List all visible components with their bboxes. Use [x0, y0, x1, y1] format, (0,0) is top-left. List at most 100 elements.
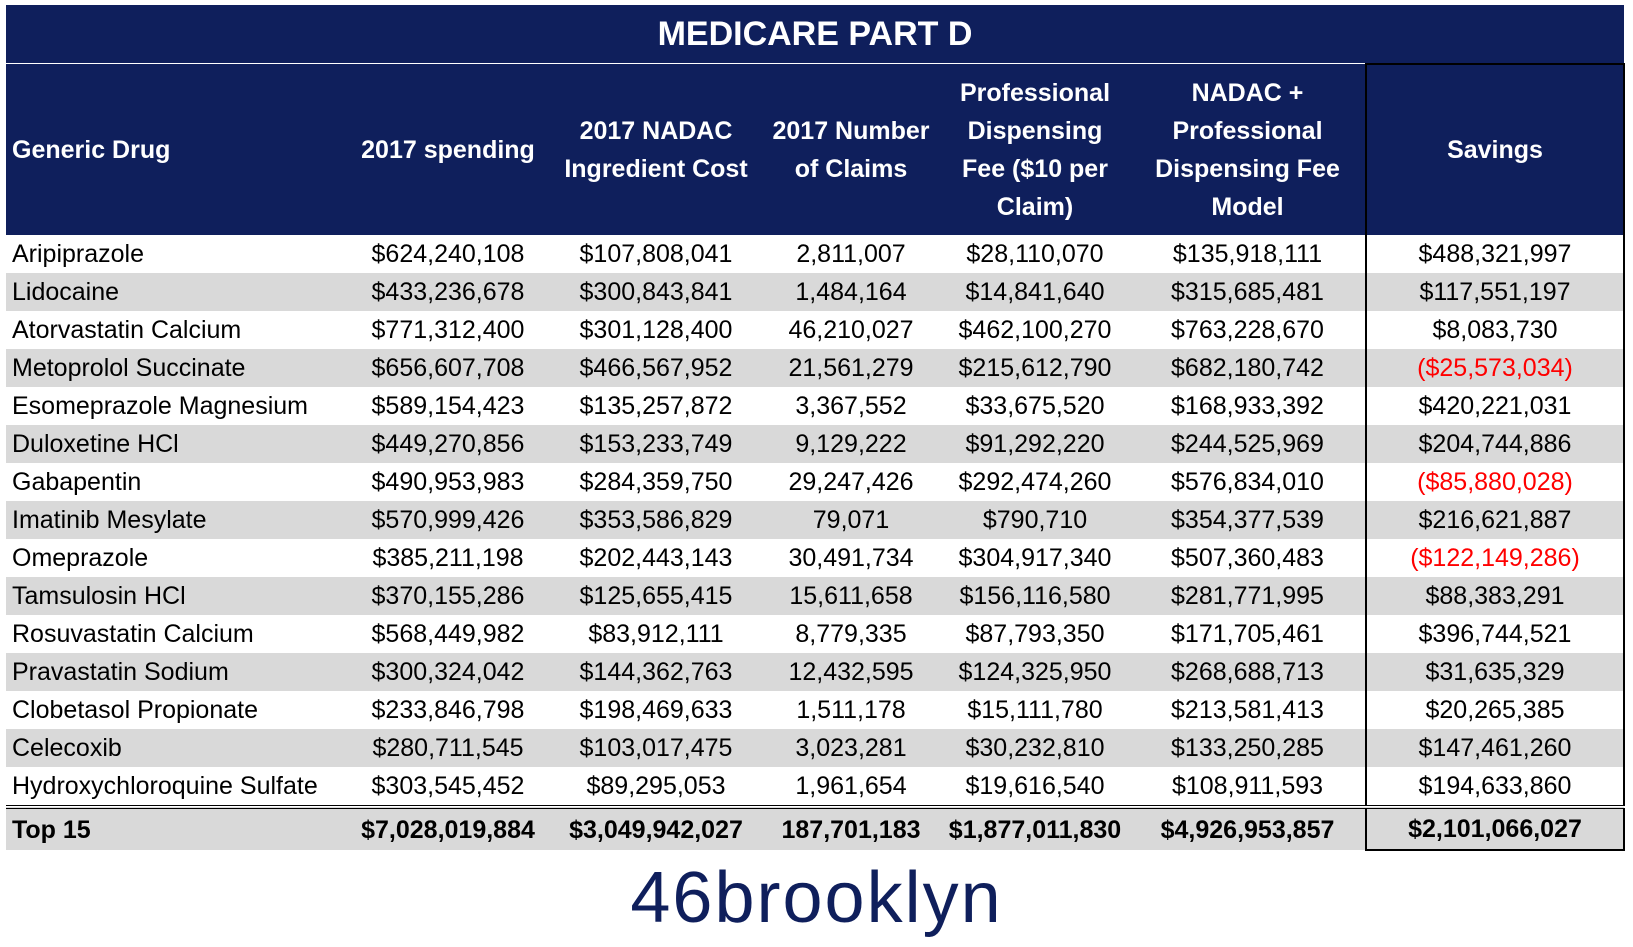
cell-spending: $570,999,426 — [346, 501, 550, 539]
cell-savings: $117,551,197 — [1365, 273, 1625, 311]
cell-claims: 46,210,027 — [788, 316, 914, 344]
cell-fee: $304,917,340 — [958, 544, 1112, 572]
cell-drug: Celecoxib — [6, 729, 346, 767]
cell-claims: 9,129,222 — [762, 425, 940, 463]
cell-claims: 79,071 — [762, 501, 940, 539]
cell-fee: $462,100,270 — [958, 316, 1112, 344]
cell-nadac: $144,362,763 — [550, 653, 762, 691]
header-nadac-ingredient-cost: 2017 NADAC Ingredient Cost — [550, 64, 762, 235]
cell-spending: $449,270,856 — [346, 425, 550, 463]
cell-drug: Atorvastatin Calcium — [12, 316, 242, 344]
cell-claims: 15,611,658 — [762, 577, 940, 615]
cell-model: $135,918,111 — [1172, 240, 1323, 268]
medicare-table-sheet: MEDICARE PART D Generic Drug 2017 spendi… — [6, 5, 1625, 851]
cell-claims: 1,961,654 — [795, 772, 907, 800]
cell-fee: $33,675,520 — [965, 392, 1105, 420]
table-row: Rosuvastatin Calcium $568,449,982 $83,912,… — [6, 615, 1625, 653]
table-row: Hydroxychloroquine Sulfate $303,545,452 $8… — [6, 767, 1625, 807]
cell-model: $354,377,539 — [1130, 501, 1366, 539]
cell-drug: Lidocaine — [6, 273, 346, 311]
cell-model: $682,180,742 — [1130, 349, 1366, 387]
cell-fee: $28,110,070 — [966, 240, 1104, 268]
cell-model: $168,933,392 — [1171, 392, 1324, 420]
cell-drug: Rosuvastatin Calcium — [12, 620, 254, 648]
cell-spending: $303,545,452 — [371, 772, 525, 800]
header-number-of-claims: 2017 Number of Claims — [762, 64, 940, 235]
table-row: Imatinib Mesylate $570,999,426 $353,586,82… — [6, 501, 1625, 539]
cell-model: $171,705,461 — [1171, 620, 1324, 648]
cell-nadac: $103,017,475 — [550, 729, 762, 767]
header-dispensing-fee: Professional Dispensing Fee ($10 per Cla… — [940, 64, 1130, 235]
cell-nadac: $353,586,829 — [550, 501, 762, 539]
total-cell-savings: $2,101,066,027 — [1365, 805, 1625, 851]
table-row: Clobetasol Propionate $233,846,798 $198,46… — [6, 691, 1625, 729]
cell-claims: 1,511,178 — [796, 696, 906, 724]
cell-nadac: $301,128,400 — [579, 316, 733, 344]
cell-spending: $490,953,983 — [371, 468, 525, 496]
table-row: Celecoxib $280,711,545 $103,017,475 3,023,2… — [6, 729, 1625, 767]
cell-savings: $31,635,329 — [1365, 653, 1625, 691]
cell-claims: 8,779,335 — [795, 620, 907, 648]
cell-savings: $194,633,860 — [1365, 767, 1625, 807]
table-row: Pravastatin Sodium $300,324,042 $144,362,7… — [6, 653, 1625, 691]
cell-fee: $124,325,950 — [940, 653, 1130, 691]
cell-spending: $656,607,708 — [346, 349, 550, 387]
cell-nadac: $89,295,053 — [586, 772, 726, 800]
cell-claims: 12,432,595 — [762, 653, 940, 691]
total-cell-model: $4,926,953,857 — [1130, 805, 1366, 850]
cell-claims: 3,023,281 — [762, 729, 940, 767]
cell-nadac: $284,359,750 — [579, 468, 733, 496]
cell-spending: $300,324,042 — [346, 653, 550, 691]
cell-spending: $568,449,982 — [371, 620, 525, 648]
cell-drug: Imatinib Mesylate — [6, 501, 346, 539]
cell-savings: $396,744,521 — [1365, 615, 1625, 653]
cell-model: $108,911,593 — [1171, 772, 1324, 800]
cell-savings: ($122,149,286) — [1365, 539, 1625, 577]
cell-spending: $771,312,400 — [371, 316, 525, 344]
cell-savings: $20,265,385 — [1365, 691, 1625, 729]
cell-savings: $216,621,887 — [1365, 501, 1625, 539]
cell-nadac: $83,912,111 — [588, 620, 724, 648]
cell-model: $507,360,483 — [1171, 544, 1324, 572]
cell-fee: $30,232,810 — [940, 729, 1130, 767]
table-title: MEDICARE PART D — [6, 5, 1624, 63]
cell-drug: Hydroxychloroquine Sulfate — [12, 772, 318, 800]
cell-drug: Clobetasol Propionate — [12, 696, 258, 724]
total-cell-fee: $1,877,011,830 — [940, 805, 1130, 850]
cell-spending: $370,155,286 — [346, 577, 550, 615]
cell-spending: $589,154,423 — [371, 392, 525, 420]
cell-model: $281,771,995 — [1130, 577, 1366, 615]
cell-claims: 2,811,007 — [796, 240, 906, 268]
cell-spending: $233,846,798 — [371, 696, 525, 724]
header-generic-drug: Generic Drug — [6, 64, 346, 235]
cell-spending: $624,240,108 — [371, 240, 525, 268]
cell-drug: Aripiprazole — [12, 240, 145, 268]
cell-model: $213,581,413 — [1171, 696, 1324, 724]
cell-model: $763,228,670 — [1171, 316, 1324, 344]
cell-nadac: $300,843,841 — [550, 273, 762, 311]
table-row: Esomeprazole Magnesium $589,154,423 $135,2… — [6, 387, 1625, 425]
cell-fee: $215,612,790 — [940, 349, 1130, 387]
cell-fee: $156,116,580 — [940, 577, 1130, 615]
table-row: Gabapentin $490,953,983 $284,359,750 29,247… — [6, 463, 1625, 501]
header-nadac-fee-model: NADAC + Professional Dispensing Fee Mode… — [1130, 64, 1366, 235]
cell-savings: ($25,573,034) — [1365, 349, 1625, 387]
total-cell-drug: Top 15 — [6, 805, 346, 850]
total-row: Top 15 $7,028,019,884 $3,049,942,027 187,70… — [6, 805, 1625, 851]
cell-nadac: $153,233,749 — [550, 425, 762, 463]
cell-fee: $14,841,640 — [940, 273, 1130, 311]
cell-model: $133,250,285 — [1130, 729, 1366, 767]
table-row: Lidocaine $433,236,678 $300,843,841 1,484,1… — [6, 273, 1625, 311]
cell-drug: Esomeprazole Magnesium — [12, 392, 308, 420]
table-body: Aripiprazole $624,240,108 $107,808,041 2,81… — [6, 235, 1625, 851]
table-row: Duloxetine HCl $449,270,856 $153,233,749 9,… — [6, 425, 1625, 463]
table-row: Metoprolol Succinate $656,607,708 $466,567… — [6, 349, 1625, 387]
cell-claims: 29,247,426 — [788, 468, 914, 496]
table-row: Aripiprazole $624,240,108 $107,808,041 2,81… — [6, 235, 1625, 273]
header-2017-spending: 2017 spending — [346, 64, 550, 235]
total-cell-spending: $7,028,019,884 — [346, 805, 550, 850]
cell-drug: Tamsulosin HCl — [6, 577, 346, 615]
cell-model: $315,685,481 — [1130, 273, 1366, 311]
total-cell-nadac: $3,049,942,027 — [550, 805, 762, 850]
cell-spending: $280,711,545 — [346, 729, 550, 767]
